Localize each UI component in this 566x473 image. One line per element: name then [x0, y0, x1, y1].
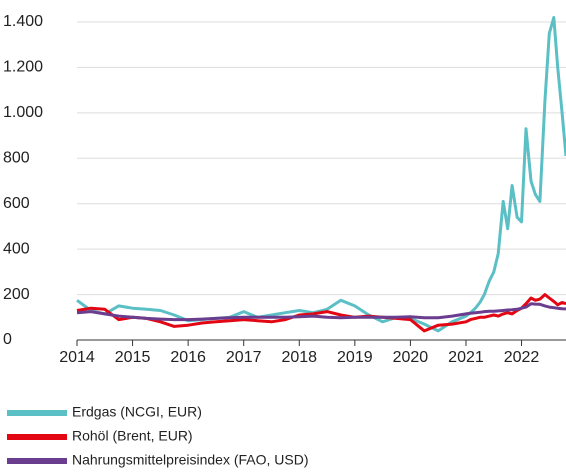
y-tick-label: 400 — [3, 240, 30, 257]
x-tick-label: 2015 — [115, 349, 151, 366]
x-tick-label: 2022 — [504, 349, 540, 366]
x-tick-label: 2021 — [448, 349, 484, 366]
y-tick-label: 1.200 — [3, 59, 43, 76]
x-tick-label: 2020 — [393, 349, 429, 366]
x-tick-label: 2018 — [281, 349, 317, 366]
legend-label: Rohöl (Brent, EUR) — [72, 428, 193, 444]
y-tick-label: 200 — [3, 286, 30, 303]
series-line — [76, 302, 566, 322]
legend-label: Nahrungsmittelpreisindex (FAO, USD) — [72, 452, 309, 468]
x-tick-label: 2017 — [226, 349, 262, 366]
series-line — [76, 16, 566, 333]
y-tick-label: 1.400 — [3, 13, 43, 30]
x-tick-label: 2014 — [59, 349, 95, 366]
x-tick-label: 2019 — [337, 349, 373, 366]
x-tick-label: 2016 — [170, 349, 206, 366]
y-tick-label: 600 — [3, 195, 30, 212]
y-tick-label: 1.000 — [3, 104, 43, 121]
series-line — [76, 293, 566, 333]
y-tick-label: 800 — [3, 150, 30, 167]
legend-label: Erdgas (NCGI, EUR) — [72, 404, 202, 420]
y-tick-label: 0 — [3, 331, 12, 348]
